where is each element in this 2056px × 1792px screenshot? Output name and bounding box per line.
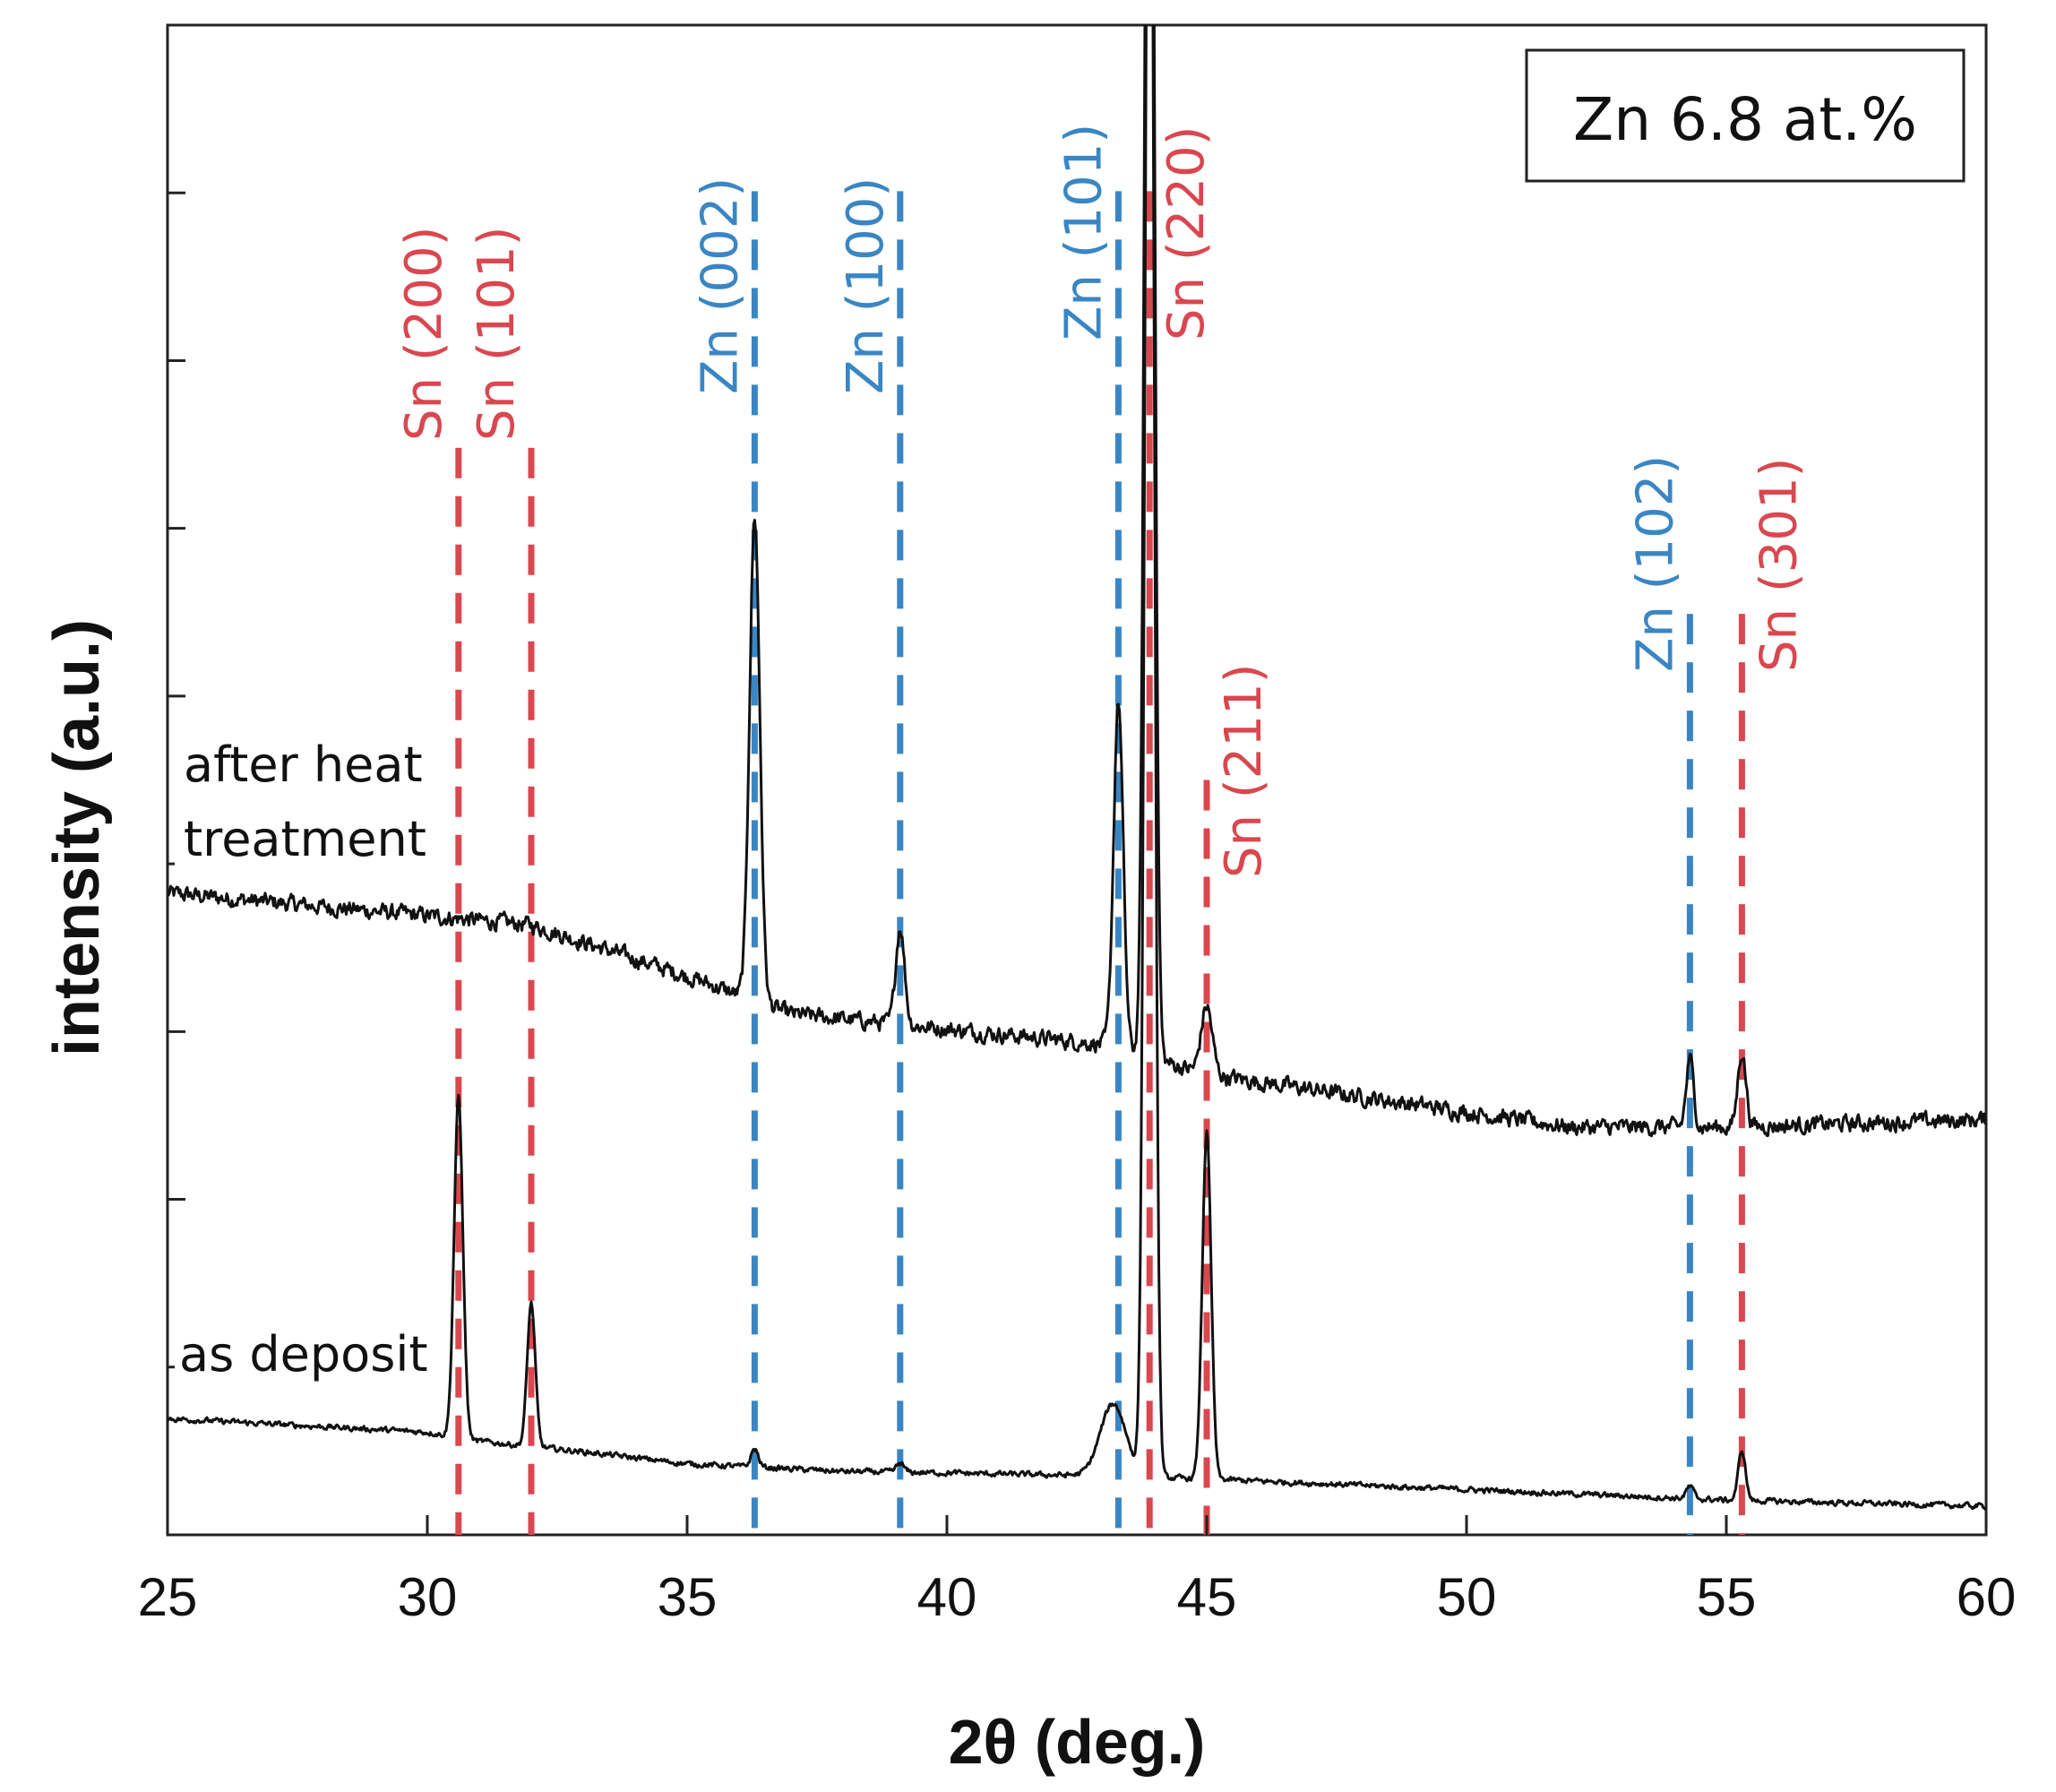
x-tick-label: 25 (138, 1567, 198, 1627)
diffraction-curves (168, 25, 1986, 1511)
legend-box (1525, 48, 1966, 183)
x-tick-label: 60 (1957, 1567, 2017, 1627)
peak-label-sn-211: Sn (211) (1215, 664, 1273, 878)
peak-label-sn-101: Sn (101) (468, 227, 526, 441)
curve-label-as-deposit-text: as deposit (179, 1326, 428, 1383)
peak-label-zn-100: Zn (100) (837, 177, 895, 394)
peak-label-sn-301: Sn (301) (1750, 458, 1808, 672)
x-tick-label: 55 (1697, 1567, 1757, 1627)
x-tick-label: 35 (658, 1567, 718, 1627)
plot-area-frame (166, 23, 1988, 1537)
peak-label-zn-002: Zn (002) (691, 177, 749, 394)
reference-lines (455, 191, 1745, 1535)
curve-label-as-deposit: as deposit (175, 1317, 443, 1389)
curve-label-after-heat: after heat treatment (175, 735, 448, 869)
peak-label-zn-101: Zn (101) (1054, 124, 1113, 340)
peak-labels: Sn (200) Sn (101) Zn (002) Zn (100) Zn (101)… (395, 124, 1809, 878)
curve-label-after-heat-line2: treatment (184, 811, 426, 867)
peak-label-sn-200: Sn (200) (395, 227, 453, 441)
x-axis-title: 2θ (deg.) (949, 1707, 1206, 1777)
x-tick-label: 50 (1437, 1567, 1497, 1627)
x-tick-label: 45 (1177, 1567, 1237, 1627)
x-tick-label: 30 (398, 1567, 458, 1627)
x-axis-ticks: 25 30 35 40 45 50 55 60 (138, 1515, 2017, 1627)
series-after-heat-treatment (168, 25, 1986, 1138)
legend-text: Zn 6.8 at.% (1573, 85, 1917, 154)
peak-label-zn-102: Zn (102) (1626, 455, 1684, 672)
curve-label-after-heat-line1: after heat (184, 737, 423, 793)
y-axis-title: intensity (a.u.) (41, 619, 113, 1056)
x-tick-label: 40 (917, 1567, 977, 1627)
series-as-deposit (168, 25, 1986, 1511)
peak-label-sn-220: Sn (220) (1157, 126, 1216, 340)
